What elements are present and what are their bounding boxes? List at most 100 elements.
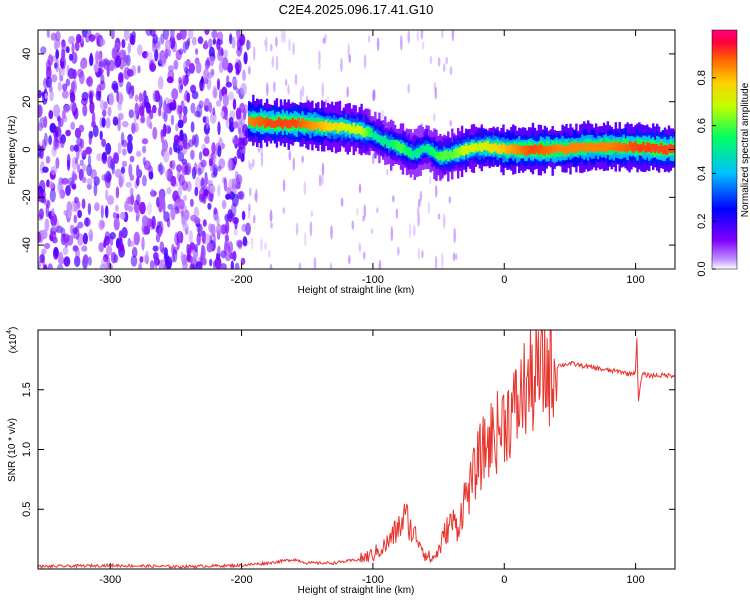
noise-blob <box>136 211 140 220</box>
ridge-cell <box>581 143 584 152</box>
noise-blob <box>105 189 109 201</box>
noise-blob <box>81 30 88 38</box>
noise-blob <box>200 246 206 260</box>
noise-blob <box>202 257 207 266</box>
ridge-cell <box>323 122 326 133</box>
noise-blob <box>179 30 187 40</box>
snr-multiplier: (x104) <box>6 327 19 354</box>
noise-blob <box>157 76 164 90</box>
noise-blob <box>225 254 232 262</box>
noise-blob <box>185 226 189 236</box>
ridge-cell <box>624 143 627 152</box>
ridge-cell <box>409 148 413 159</box>
ridge-cell <box>622 143 625 152</box>
noise-blob <box>225 220 230 235</box>
noise-blob <box>189 263 196 269</box>
noise-streak <box>407 83 411 94</box>
noise-blob <box>236 239 243 248</box>
ridge-cell <box>403 144 407 155</box>
noise-blob <box>98 219 105 231</box>
ridge-cell <box>301 117 304 128</box>
ridge-cell <box>372 132 375 140</box>
noise-blob <box>212 107 216 116</box>
ridge-cell <box>561 144 564 152</box>
y-tick-label: 1.5 <box>21 382 33 397</box>
noise-blob <box>45 76 53 88</box>
noise-streak <box>392 195 395 203</box>
noise-blob <box>77 209 82 219</box>
noise-streak <box>269 263 273 269</box>
ridge-cell <box>496 145 499 154</box>
noise-blob <box>49 181 54 190</box>
ridge-cell <box>390 139 393 147</box>
noise-blob <box>110 251 117 264</box>
noise-blob <box>200 159 207 168</box>
noise-streak <box>252 214 256 224</box>
noise-blob <box>113 83 119 94</box>
ridge-cell <box>265 117 269 128</box>
noise-blob <box>227 158 233 172</box>
noise-blob <box>57 263 64 269</box>
noise-blob <box>59 75 64 82</box>
noise-blob <box>101 117 106 128</box>
noise-streak <box>348 254 351 265</box>
noise-blob <box>110 158 115 171</box>
noise-blob <box>178 76 182 84</box>
noise-streak <box>271 56 275 68</box>
ridge-cell <box>415 148 418 159</box>
noise-streak <box>385 168 389 176</box>
noise-blob <box>190 121 195 133</box>
noise-blob <box>197 223 203 237</box>
noise-blob <box>163 149 170 163</box>
noise-blob <box>55 225 63 234</box>
y-tick-label: 1.0 <box>21 442 33 457</box>
noise-blob <box>71 42 75 54</box>
ridge-cell <box>652 143 655 152</box>
noise-blob <box>139 256 144 263</box>
ridge-cell <box>539 143 543 154</box>
noise-blob <box>142 145 147 154</box>
noise-blob <box>207 72 214 79</box>
noise-blob <box>58 67 62 77</box>
ridge-cell <box>395 140 399 151</box>
noise-blob <box>209 184 216 194</box>
noise-blob <box>203 40 208 49</box>
noise-blob <box>65 185 71 196</box>
noise-blob <box>47 54 54 67</box>
ridge-cell <box>269 119 273 128</box>
colorbar-tick-label: 0.2 <box>696 214 708 229</box>
noise-blob <box>170 114 175 126</box>
ridge-cell <box>618 141 621 152</box>
noise-blob <box>217 165 222 172</box>
noise-streak <box>413 224 416 237</box>
noise-blob <box>167 65 175 72</box>
noise-blob <box>176 104 181 116</box>
noise-streak <box>284 78 288 86</box>
ridge-cell <box>281 119 284 130</box>
noise-blob <box>81 198 86 210</box>
noise-blob <box>126 68 134 77</box>
noise-streak <box>433 112 436 122</box>
ridge-cell <box>443 150 446 161</box>
noise-blob <box>92 125 99 138</box>
ridge-cell <box>585 143 588 153</box>
noise-blob <box>163 100 167 113</box>
ridge-cell <box>277 117 281 127</box>
noise-blob <box>158 226 162 238</box>
noise-blob <box>190 102 196 114</box>
noise-blob <box>230 260 234 269</box>
noise-blob <box>38 260 41 269</box>
noise-streak <box>416 30 420 42</box>
ridge-cell <box>464 143 468 154</box>
x-tick-label: 0 <box>501 574 507 586</box>
noise-blob <box>107 106 112 117</box>
noise-blob <box>171 253 175 263</box>
noise-streak <box>400 35 403 51</box>
noise-blob <box>188 62 195 74</box>
noise-blob <box>91 111 96 126</box>
noise-blob <box>106 255 110 269</box>
noise-blob <box>179 129 184 142</box>
noise-streak <box>260 238 263 252</box>
ridge-cell <box>427 144 430 155</box>
noise-blob <box>69 91 76 104</box>
